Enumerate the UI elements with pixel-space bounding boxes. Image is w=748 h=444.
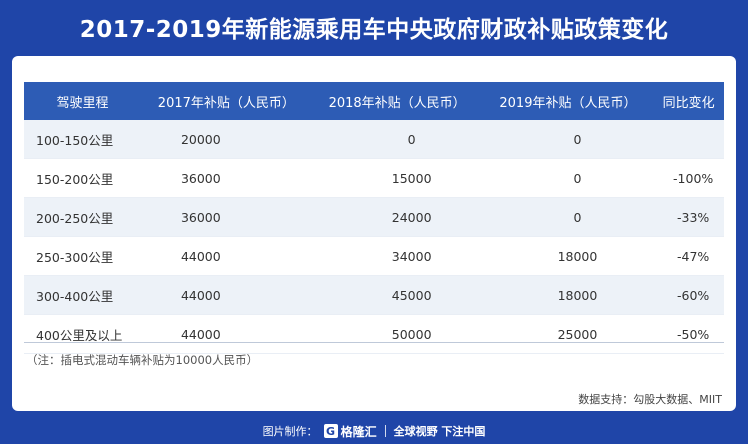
table-row: 150-200公里 36000 15000 0 -100%: [24, 158, 724, 198]
table-row: 300-400公里 44000 45000 18000 -60%: [24, 275, 724, 315]
cell-change: -33%: [653, 197, 724, 237]
footnote: （注：插电式混动车辆补贴为10000人民币）: [26, 353, 259, 367]
cell-2019: 0: [482, 120, 654, 159]
cell-2019: 18000: [482, 236, 654, 276]
cell-2018: 0: [311, 120, 483, 159]
header-change: 同比变化: [653, 82, 724, 120]
data-source: 数据支持：勾股大数据、MIIT: [578, 393, 722, 406]
brand-name: 格隆汇: [340, 424, 377, 439]
cell-change: -60%: [653, 275, 724, 315]
table-row: 250-300公里 44000 34000 18000 -47%: [24, 236, 724, 276]
cell-2018: 45000: [311, 275, 483, 315]
table-row: 100-150公里 20000 0 0: [24, 120, 724, 159]
table-card: 驾驶里程 2017年补贴（人民币） 2018年补贴（人民币） 2019年补贴（人…: [12, 56, 736, 411]
header-2017: 2017年补贴（人民币）: [140, 82, 312, 120]
cell-2018: 50000: [311, 314, 483, 354]
header-2018: 2018年补贴（人民币）: [311, 82, 483, 120]
cell-2018: 24000: [311, 197, 483, 237]
footer-credit: 图片制作：: [262, 425, 318, 438]
cell-2018: 34000: [311, 236, 483, 276]
cell-2019: 0: [482, 197, 654, 237]
note-divider: [24, 342, 724, 343]
cell-2019: 18000: [482, 275, 654, 315]
cell-change: [653, 120, 724, 159]
cell-2017: 44000: [140, 314, 312, 354]
cell-2017: 20000: [140, 120, 312, 159]
cell-2019: 0: [482, 158, 654, 198]
subsidy-table: 驾驶里程 2017年补贴（人民币） 2018年补贴（人民币） 2019年补贴（人…: [24, 82, 724, 354]
cell-range: 400公里及以上: [24, 314, 141, 354]
cell-2019: 25000: [482, 314, 654, 354]
table-header-row: 驾驶里程 2017年补贴（人民币） 2018年补贴（人民币） 2019年补贴（人…: [24, 82, 724, 120]
cell-2017: 44000: [140, 275, 312, 315]
cell-range: 150-200公里: [24, 158, 141, 198]
cell-range: 200-250公里: [24, 197, 141, 237]
brand-logo-icon: G: [323, 424, 338, 438]
cell-range: 250-300公里: [24, 236, 141, 276]
page-title: 2017-2019年新能源乘用车中央政府财政补贴政策变化: [79, 17, 669, 43]
table-row: 200-250公里 36000 24000 0 -33%: [24, 197, 724, 237]
cell-2018: 15000: [311, 158, 483, 198]
header-2019: 2019年补贴（人民币）: [482, 82, 654, 120]
brand-slogan: 全球视野 下注中国: [393, 425, 486, 438]
cell-change: -100%: [653, 158, 724, 198]
cell-2017: 44000: [140, 236, 312, 276]
header-range: 驾驶里程: [24, 82, 141, 120]
cell-change: -47%: [653, 236, 724, 276]
footer-bar: 图片制作： G 格隆汇 全球视野 下注中国: [0, 418, 748, 444]
cell-2017: 36000: [140, 158, 312, 198]
cell-range: 100-150公里: [24, 120, 141, 159]
footer-divider: [384, 425, 386, 437]
cell-change: -50%: [653, 314, 724, 354]
table-row: 400公里及以上 44000 50000 25000 -50%: [24, 314, 724, 354]
cell-2017: 36000: [140, 197, 312, 237]
cell-range: 300-400公里: [24, 275, 141, 315]
